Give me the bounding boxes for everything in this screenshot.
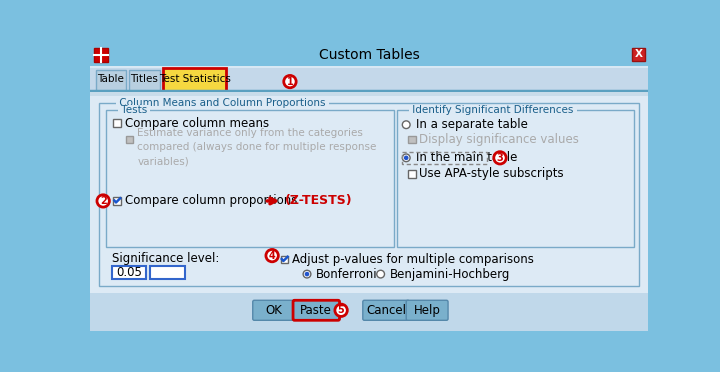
FancyBboxPatch shape [363, 300, 409, 320]
Text: 2: 2 [100, 196, 107, 206]
FancyBboxPatch shape [408, 170, 415, 178]
Circle shape [402, 121, 410, 129]
Circle shape [377, 270, 384, 278]
Text: Estimate variance only from the categories
compared (always done for multiple re: Estimate variance only from the categori… [138, 128, 377, 166]
FancyBboxPatch shape [106, 110, 394, 247]
FancyBboxPatch shape [99, 103, 639, 286]
Circle shape [404, 155, 408, 160]
Text: X: X [634, 49, 642, 59]
Text: In a separate table: In a separate table [415, 118, 527, 131]
Text: Compare column means: Compare column means [125, 117, 269, 130]
Text: Bonferroni: Bonferroni [316, 267, 378, 280]
FancyBboxPatch shape [281, 256, 289, 263]
FancyBboxPatch shape [631, 48, 645, 61]
Text: Adjust p-values for multiple comparisons: Adjust p-values for multiple comparisons [292, 253, 534, 266]
Text: Display significance values: Display significance values [418, 133, 578, 146]
FancyBboxPatch shape [113, 197, 121, 205]
Text: 0.05: 0.05 [116, 266, 142, 279]
Text: 5: 5 [338, 305, 344, 315]
Text: Tests: Tests [118, 105, 150, 115]
Text: 4: 4 [269, 251, 276, 261]
FancyBboxPatch shape [129, 70, 160, 91]
Circle shape [303, 270, 311, 278]
FancyBboxPatch shape [90, 45, 648, 66]
FancyBboxPatch shape [113, 119, 121, 127]
FancyBboxPatch shape [126, 135, 133, 143]
Circle shape [494, 152, 506, 164]
Text: Use APA-style subscripts: Use APA-style subscripts [418, 167, 563, 180]
FancyBboxPatch shape [150, 266, 184, 279]
Text: Test Statistics: Test Statistics [158, 74, 230, 84]
FancyBboxPatch shape [90, 96, 648, 293]
Text: OK: OK [265, 304, 282, 317]
Circle shape [284, 76, 296, 88]
Text: Benjamini-Hochberg: Benjamini-Hochberg [390, 267, 510, 280]
FancyBboxPatch shape [408, 135, 415, 143]
FancyBboxPatch shape [397, 110, 634, 247]
FancyBboxPatch shape [163, 68, 226, 91]
Text: Cancel: Cancel [366, 304, 406, 317]
FancyBboxPatch shape [90, 68, 648, 91]
Circle shape [335, 304, 347, 317]
Text: 3: 3 [497, 153, 503, 163]
FancyBboxPatch shape [293, 300, 340, 320]
Text: Custom Tables: Custom Tables [319, 48, 419, 62]
FancyBboxPatch shape [406, 300, 448, 320]
Circle shape [402, 154, 410, 162]
Text: Compare column proportions: Compare column proportions [125, 195, 297, 208]
Text: Titles: Titles [130, 74, 158, 84]
FancyBboxPatch shape [112, 266, 145, 279]
FancyBboxPatch shape [90, 66, 648, 331]
FancyBboxPatch shape [96, 70, 126, 91]
Circle shape [266, 250, 279, 262]
FancyBboxPatch shape [253, 300, 294, 320]
Text: Help: Help [414, 304, 441, 317]
Text: Column Means and Column Proportions: Column Means and Column Proportions [117, 98, 329, 108]
FancyBboxPatch shape [90, 92, 648, 96]
Circle shape [305, 272, 310, 276]
Text: 1: 1 [287, 77, 293, 87]
Text: (Z-TESTS): (Z-TESTS) [285, 195, 353, 208]
FancyBboxPatch shape [94, 48, 108, 62]
Text: In the main table: In the main table [415, 151, 517, 164]
Text: Table: Table [97, 74, 125, 84]
Circle shape [97, 195, 109, 207]
Text: Significance level:: Significance level: [112, 252, 219, 265]
Text: Identify Significant Differences: Identify Significant Differences [409, 105, 577, 115]
FancyBboxPatch shape [90, 293, 648, 331]
Text: Paste: Paste [300, 304, 332, 317]
